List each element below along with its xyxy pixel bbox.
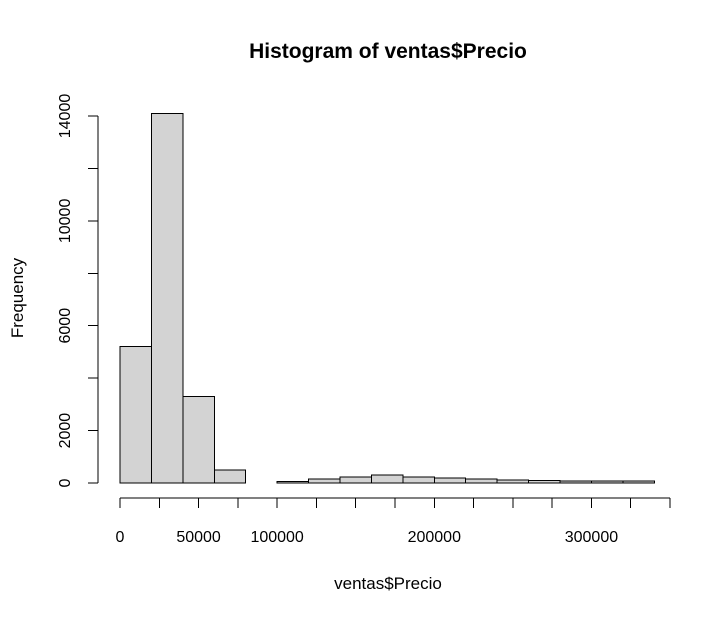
y-tick-label: 2000 [57,413,74,449]
histogram-bar [496,479,530,484]
histogram-bar [182,395,215,484]
histogram-bar [308,478,341,484]
histogram-bar [528,479,561,484]
histogram-bar [119,346,152,484]
y-tick-label: 10000 [57,199,74,244]
y-axis-label: Frequency [8,257,27,338]
histogram-bar [402,476,435,484]
histogram-bar [150,112,184,484]
histogram-bar [276,481,310,484]
y-axis: 0 2000 6000 10000 14000 [57,94,99,487]
x-tick-label: 100000 [250,529,303,546]
x-tick-label: 300000 [565,529,618,546]
histogram-bar [339,476,372,484]
x-tick-label: 50000 [176,529,221,546]
x-tick-label: 200000 [408,529,461,546]
histogram-bar [213,469,247,484]
y-tick-label: 6000 [57,308,74,344]
y-tick-label: 0 [57,478,74,487]
chart-title: Histogram of ventas$Precio [249,40,527,63]
histogram-bar [465,478,498,484]
bars-group [119,112,655,484]
histogram-bar [590,480,624,484]
histogram-bar [370,474,404,484]
histogram-bar [433,477,467,484]
x-axis-label: ventas$Precio [334,574,442,593]
x-axis: 0 50000 100000 200000 300000 [116,497,671,546]
x-tick-label: 0 [116,529,125,546]
y-tick-label: 14000 [57,94,74,139]
histogram-bar [622,480,655,484]
histogram-bar [559,480,592,484]
